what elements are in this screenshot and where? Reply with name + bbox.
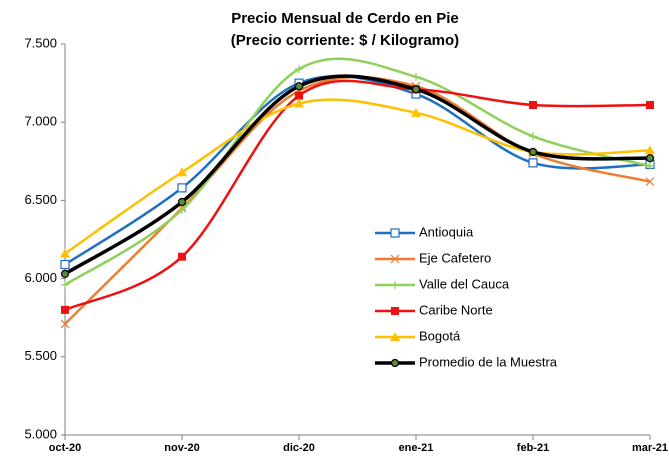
chart-subtitle: (Precio corriente: $ / Kilogramo) (231, 32, 459, 49)
data-point (645, 154, 655, 163)
legend-label: Bogotá (419, 328, 461, 343)
series-line (64, 75, 651, 325)
data-point (646, 100, 654, 109)
data-point (529, 132, 537, 141)
data-point (294, 82, 304, 91)
y-tick-label: 7.500 (24, 35, 57, 50)
y-tick-label: 6.000 (24, 270, 57, 285)
x-tick-label: ene-21 (399, 442, 434, 454)
data-point (177, 183, 187, 193)
x-tick-label: nov-20 (164, 442, 199, 454)
legend-label: Antioquia (419, 224, 474, 239)
data-point (60, 269, 70, 279)
data-point (295, 65, 303, 74)
legend-label: Caribe Norte (419, 302, 493, 317)
x-tick-label: oct-20 (49, 442, 81, 454)
legend-marker (390, 332, 400, 341)
data-point (178, 205, 186, 214)
data-point (61, 305, 69, 314)
y-tick-label: 7.000 (24, 114, 57, 129)
data-point (177, 197, 187, 207)
data-point (178, 252, 186, 261)
legend-marker (390, 228, 400, 238)
data-point (645, 145, 655, 155)
x-tick-label: mar-21 (632, 442, 668, 454)
data-point (294, 98, 304, 108)
y-tick-label: 5.000 (24, 426, 57, 441)
data-point (60, 319, 70, 329)
legend-marker (391, 281, 399, 289)
data-point (412, 72, 420, 81)
y-tick-label: 6.500 (24, 192, 57, 207)
data-point (528, 147, 538, 157)
data-point (528, 158, 538, 168)
legend-label: Valle del Cauca (419, 276, 510, 291)
legend-marker (390, 358, 400, 368)
x-tick-label: feb-21 (517, 442, 549, 454)
data-point (60, 248, 70, 258)
series-line (64, 57, 651, 286)
series-line (64, 79, 651, 312)
data-point (529, 100, 537, 109)
x-tick-label: dic-20 (283, 442, 315, 454)
data-point (177, 167, 187, 177)
chart-title: Precio Mensual de Cerdo en Pie (231, 10, 459, 27)
data-point (295, 91, 303, 100)
legend-label: Promedio de la Muestra (419, 354, 558, 369)
y-tick-label: 5.500 (24, 348, 57, 363)
legend-label: Eje Cafetero (419, 250, 491, 265)
data-point (411, 107, 421, 117)
series-line (64, 98, 651, 255)
data-point (645, 177, 655, 187)
data-point (61, 280, 69, 289)
data-point (411, 85, 421, 94)
data-point (646, 161, 654, 170)
data-point (60, 259, 70, 270)
legend-marker (391, 307, 399, 315)
legend-marker (390, 254, 400, 264)
